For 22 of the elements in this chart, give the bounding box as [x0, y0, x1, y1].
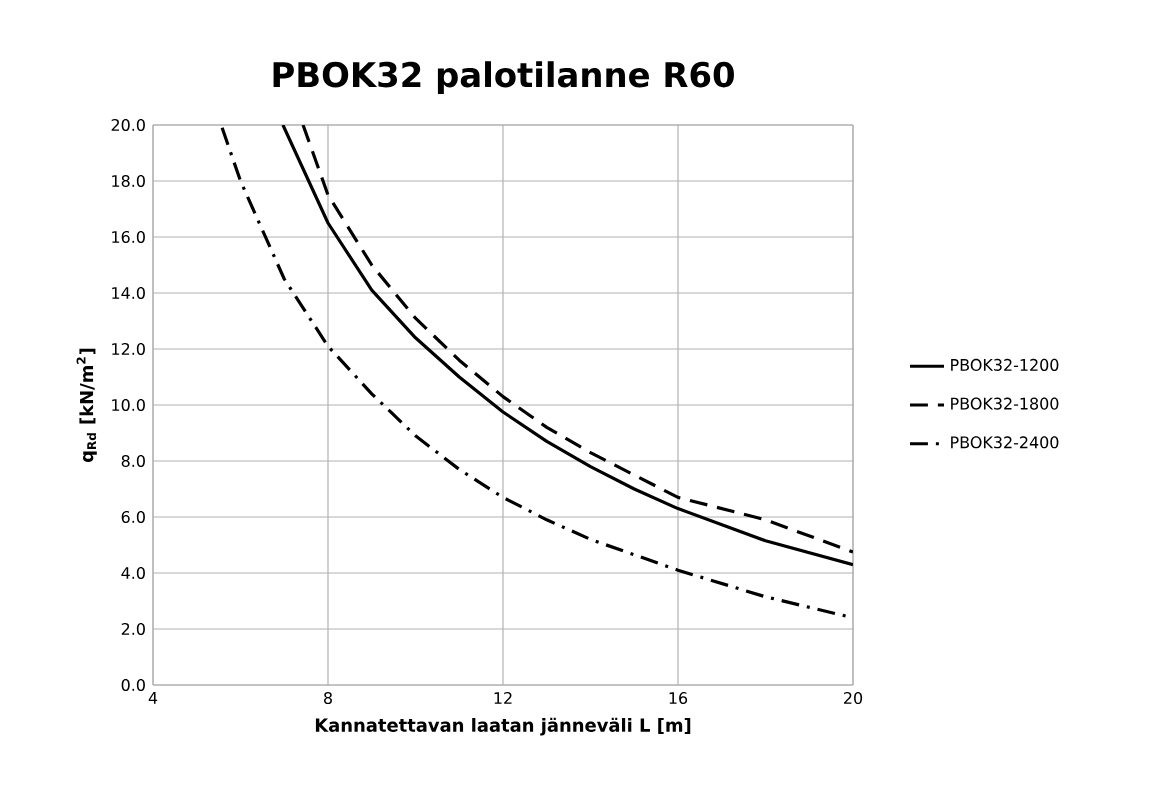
x-tick-label: 8 — [324, 692, 332, 705]
x-tick-label: 20 — [844, 692, 863, 705]
y-tick-label: 14.0 — [112, 286, 145, 300]
y-tick-label: 10.0 — [112, 398, 145, 412]
y-axis-title: q$_{Rd}$ [kN/m$^{2}$] — [76, 348, 97, 463]
x-tick-label: 4 — [148, 692, 158, 704]
y-tick-label: 2.0 — [121, 622, 145, 636]
legend-label: PBOK32-1800 — [951, 397, 1059, 410]
x-tick-label: 12 — [494, 692, 512, 704]
y-tick-label: 18.0 — [112, 174, 145, 188]
y-tick-label: 8.0 — [121, 454, 145, 468]
legend-label: PBOK32-1200 — [951, 358, 1059, 371]
legend-label: PBOK32-2400 — [951, 436, 1059, 449]
y-tick-label: 4.0 — [121, 566, 145, 580]
chart-title: PBOK32 palotilanne R60 — [273, 61, 734, 94]
y-tick-label: 0.0 — [121, 678, 145, 692]
y-tick-label: 20.0 — [111, 118, 145, 132]
y-tick-label: 12.0 — [112, 342, 145, 356]
y-tick-label: 6.0 — [121, 510, 145, 524]
x-axis-title: Kannatettavan laatan jänneväli L [m] — [315, 717, 691, 736]
x-tick-label: 16 — [669, 692, 688, 705]
y-tick-label: 16.0 — [112, 230, 145, 244]
